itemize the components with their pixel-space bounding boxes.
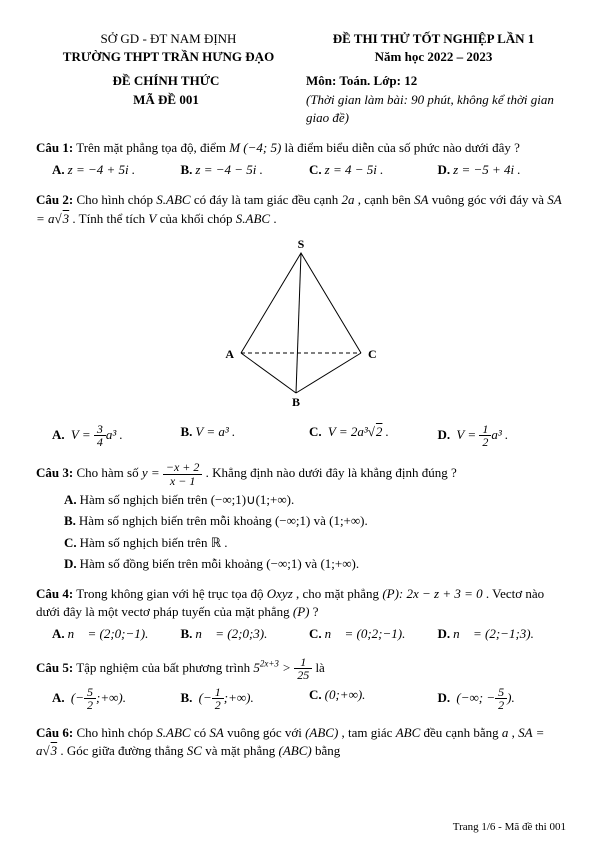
q2-choice-b: B.V = a³ .: [181, 423, 310, 449]
header-right: ĐỀ THI THỬ TỐT NGHIỆP LẦN 1 Năm học 2022…: [301, 30, 566, 66]
q1-choices: A.z = −4 + 5i . B.z = −4 − 5i . C.z = 4 …: [52, 161, 566, 179]
q5-choice-a: A. (−52;+∞).: [52, 686, 181, 712]
q2-choice-c: C. V = 2a³√2 .: [309, 423, 438, 449]
q3-label: Câu 3:: [36, 465, 73, 480]
label-a: A: [225, 347, 234, 361]
q1-choice-c: C.z = 4 − 5i .: [309, 161, 438, 179]
q4-label: Câu 4:: [36, 586, 73, 601]
question-2: Câu 2: Cho hình chóp S.ABC có đáy là tam…: [36, 191, 566, 449]
label-c: C: [368, 347, 377, 361]
dept: SỞ GD - ĐT NAM ĐỊNH: [36, 30, 301, 48]
q4-choice-d: D.n⃗ = (2;−1;3).: [438, 625, 567, 643]
q4-choices: A.n⃗ = (2;0;−1). B.n⃗ = (2;0;3). C.n⃗ = …: [52, 625, 566, 643]
q1-text-pre: Trên mặt phẳng tọa độ, điểm: [76, 140, 229, 155]
q1-point: M (−4; 5): [229, 140, 281, 155]
header-left: SỞ GD - ĐT NAM ĐỊNH TRƯỜNG THPT TRẦN HƯN…: [36, 30, 301, 66]
subheader-right: Môn: Toán. Lớp: 12 (Thời gian làm bài: 9…: [296, 72, 566, 127]
subheader: ĐỀ CHÍNH THỨC MÃ ĐỀ 001 Môn: Toán. Lớp: …: [36, 72, 566, 127]
q4-choice-b: B.n⃗ = (2;0;3).: [181, 625, 310, 643]
q5-choice-c: C.(0;+∞).: [309, 686, 438, 712]
pyramid-svg: S A C B: [206, 238, 396, 408]
time-note: (Thời gian làm bài: 90 phút, không kể th…: [306, 91, 566, 127]
label-s: S: [298, 238, 305, 251]
q1-text-post: là điểm biểu diễn của số phức nào dưới đ…: [285, 140, 520, 155]
q5-label: Câu 5:: [36, 660, 73, 675]
q3-choice-d: D.Hàm số đồng biến trên mỗi khoảng (−∞;1…: [64, 555, 566, 573]
question-4: Câu 4: Trong không gian với hệ trục tọa …: [36, 585, 566, 644]
q5-choices: A. (−52;+∞). B. (−12;+∞). C.(0;+∞). D. (…: [52, 686, 566, 712]
question-1: Câu 1: Trên mặt phẳng tọa độ, điểm M (−4…: [36, 139, 566, 179]
question-5: Câu 5: Tập nghiệm của bất phương trình 5…: [36, 656, 566, 712]
school: TRƯỜNG THPT TRẦN HƯNG ĐẠO: [36, 48, 301, 66]
question-3: Câu 3: Cho hàm số y = −x + 2x − 1 . Khẳn…: [36, 461, 566, 573]
subject: Môn: Toán. Lớp: 12: [306, 72, 566, 90]
page-footer: Trang 1/6 - Mã đề thi 001: [36, 820, 566, 835]
q3-choices: A.Hàm số nghịch biến trên (−∞;1)∪(1;+∞).…: [64, 491, 566, 573]
q1-choice-d: D.z = −5 + 4i .: [438, 161, 567, 179]
header: SỞ GD - ĐT NAM ĐỊNH TRƯỜNG THPT TRẦN HƯN…: [36, 30, 566, 66]
q3-choice-a: A.Hàm số nghịch biến trên (−∞;1)∪(1;+∞).: [64, 491, 566, 509]
code: MÃ ĐỀ 001: [36, 91, 296, 109]
q2-choice-d: D. V = 12a³ .: [438, 423, 567, 449]
q3-choice-b: B.Hàm số nghịch biến trên mỗi khoảng (−∞…: [64, 512, 566, 530]
exam-title: ĐỀ THI THỬ TỐT NGHIỆP LẦN 1: [301, 30, 566, 48]
q6-label: Câu 6:: [36, 725, 73, 740]
label-b: B: [292, 395, 300, 408]
q2-label: Câu 2:: [36, 192, 73, 207]
question-6: Câu 6: Cho hình chóp S.ABC có SA vuông g…: [36, 724, 566, 760]
q3-choice-c: C.Hàm số nghịch biến trên ℝ .: [64, 534, 566, 552]
subheader-left: ĐỀ CHÍNH THỨC MÃ ĐỀ 001: [36, 72, 296, 127]
q2-choice-a: A. V = 34a³ .: [52, 423, 181, 449]
q1-choice-b: B.z = −4 − 5i .: [181, 161, 310, 179]
q1-choice-a: A.z = −4 + 5i .: [52, 161, 181, 179]
official: ĐỀ CHÍNH THỨC: [36, 72, 296, 90]
q5-choice-b: B. (−12;+∞).: [181, 686, 310, 712]
q4-choice-c: C.n⃗ = (0;2;−1).: [309, 625, 438, 643]
q2-diagram: S A C B: [36, 238, 566, 413]
year: Năm học 2022 – 2023: [301, 48, 566, 66]
q2-choices: A. V = 34a³ . B.V = a³ . C. V = 2a³√2 . …: [52, 423, 566, 449]
q5-choice-d: D. (−∞; −52).: [438, 686, 567, 712]
q1-label: Câu 1:: [36, 140, 73, 155]
q4-choice-a: A.n⃗ = (2;0;−1).: [52, 625, 181, 643]
